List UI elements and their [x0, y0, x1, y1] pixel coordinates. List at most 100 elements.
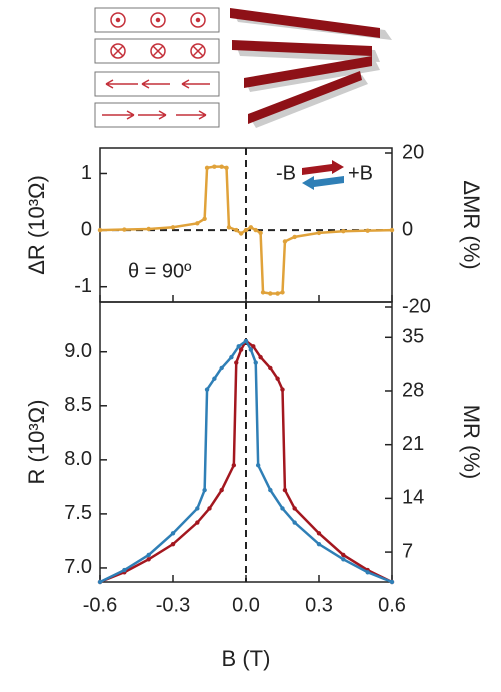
data-point [195, 221, 200, 226]
data-point [282, 487, 288, 493]
annotation: θ = 90º [128, 260, 192, 282]
data-point [253, 227, 258, 233]
data-point [268, 487, 273, 493]
data-point [97, 579, 103, 585]
data-point [202, 487, 207, 493]
x-tick-label: 0.0 [232, 594, 260, 616]
data-line [99, 339, 393, 584]
data-point [248, 225, 254, 230]
data-point [212, 164, 217, 169]
x-tick-label: -0.3 [156, 594, 190, 616]
data-point [280, 506, 285, 511]
y2-tick-label: 28 [402, 379, 424, 401]
data-point [389, 579, 395, 585]
data-point [255, 463, 261, 468]
data-point [204, 387, 210, 392]
data-point [170, 531, 176, 536]
data-point [97, 227, 103, 233]
data-point [268, 365, 273, 371]
y2-tick-label: 20 [402, 141, 424, 163]
data-point [226, 225, 232, 230]
data-point [251, 344, 256, 349]
data-point [292, 506, 297, 511]
data-point [258, 230, 263, 236]
data-point [248, 347, 254, 352]
data-point [341, 229, 346, 234]
data-point [282, 239, 288, 244]
y-axis-label: R (10³Ω) [24, 400, 49, 485]
data-point [275, 291, 280, 296]
data-point [365, 570, 370, 575]
y-tick-label: 0 [81, 218, 92, 240]
data-point [146, 226, 151, 232]
data-point [195, 520, 200, 525]
y2-tick-label: 21 [402, 433, 424, 455]
data-point [389, 227, 395, 233]
y-axis-label: ΔR (10³Ω) [24, 175, 49, 275]
y-tick-label: -1 [74, 275, 92, 297]
data-point [280, 387, 285, 392]
data-point [260, 290, 266, 295]
x-tick-label: -0.6 [83, 594, 117, 616]
data-point [202, 216, 207, 221]
data-point [170, 225, 176, 230]
y2-axis-label: ΔMR (%) [459, 180, 484, 269]
data-point [365, 228, 370, 233]
sweep-arrow [302, 160, 344, 175]
data-point [146, 557, 151, 562]
y-tick-label: 8.0 [64, 448, 92, 470]
data-point [219, 164, 224, 169]
y-tick-label: 7.5 [64, 502, 92, 524]
data-point [204, 165, 210, 171]
data-point [316, 531, 322, 536]
y2-tick-label: 7 [402, 540, 413, 562]
data-point [243, 227, 249, 233]
data-point [170, 541, 176, 547]
data-point [195, 506, 200, 511]
data-point [243, 338, 249, 344]
data-point [146, 552, 151, 558]
sweep-label: +B [348, 162, 373, 184]
data-point [292, 520, 297, 525]
data-point [224, 165, 229, 171]
data-point [219, 365, 224, 371]
data-point [316, 230, 322, 236]
data-point [122, 567, 127, 573]
data-point [292, 234, 297, 240]
y2-tick-label: -20 [402, 295, 431, 317]
data-point [212, 376, 217, 381]
y2-tick-label: 14 [402, 487, 424, 509]
y2-tick-label: 0 [402, 218, 413, 240]
y-tick-label: 9.0 [64, 340, 92, 362]
sweep-label: -B [276, 162, 296, 184]
y-tick-label: 7.0 [64, 556, 92, 578]
data-point [234, 227, 239, 233]
x-tick-label: 0.3 [305, 594, 333, 616]
data-point [341, 552, 346, 558]
data-point [238, 347, 244, 352]
data-point [280, 290, 285, 295]
data-point [219, 487, 224, 493]
data-point [234, 360, 239, 365]
y2-axis-label: MR (%) [459, 405, 484, 480]
data-point [258, 354, 263, 360]
schematic [94, 7, 392, 128]
y-tick-label: 8.5 [64, 394, 92, 416]
data-point [268, 291, 273, 296]
data-point [231, 463, 237, 468]
x-axis-label: B (T) [222, 646, 271, 671]
data-point [122, 227, 127, 232]
sweep-arrow [302, 176, 344, 190]
data-point [275, 376, 280, 381]
data-point [229, 354, 234, 360]
data-point [238, 231, 244, 236]
y-tick-label: 1 [81, 162, 92, 184]
x-tick-label: 0.6 [378, 594, 406, 616]
data-point [236, 344, 241, 349]
data-point [341, 557, 346, 562]
data-point [253, 360, 258, 365]
y2-tick-label: 35 [402, 326, 424, 348]
data-point [316, 541, 322, 547]
